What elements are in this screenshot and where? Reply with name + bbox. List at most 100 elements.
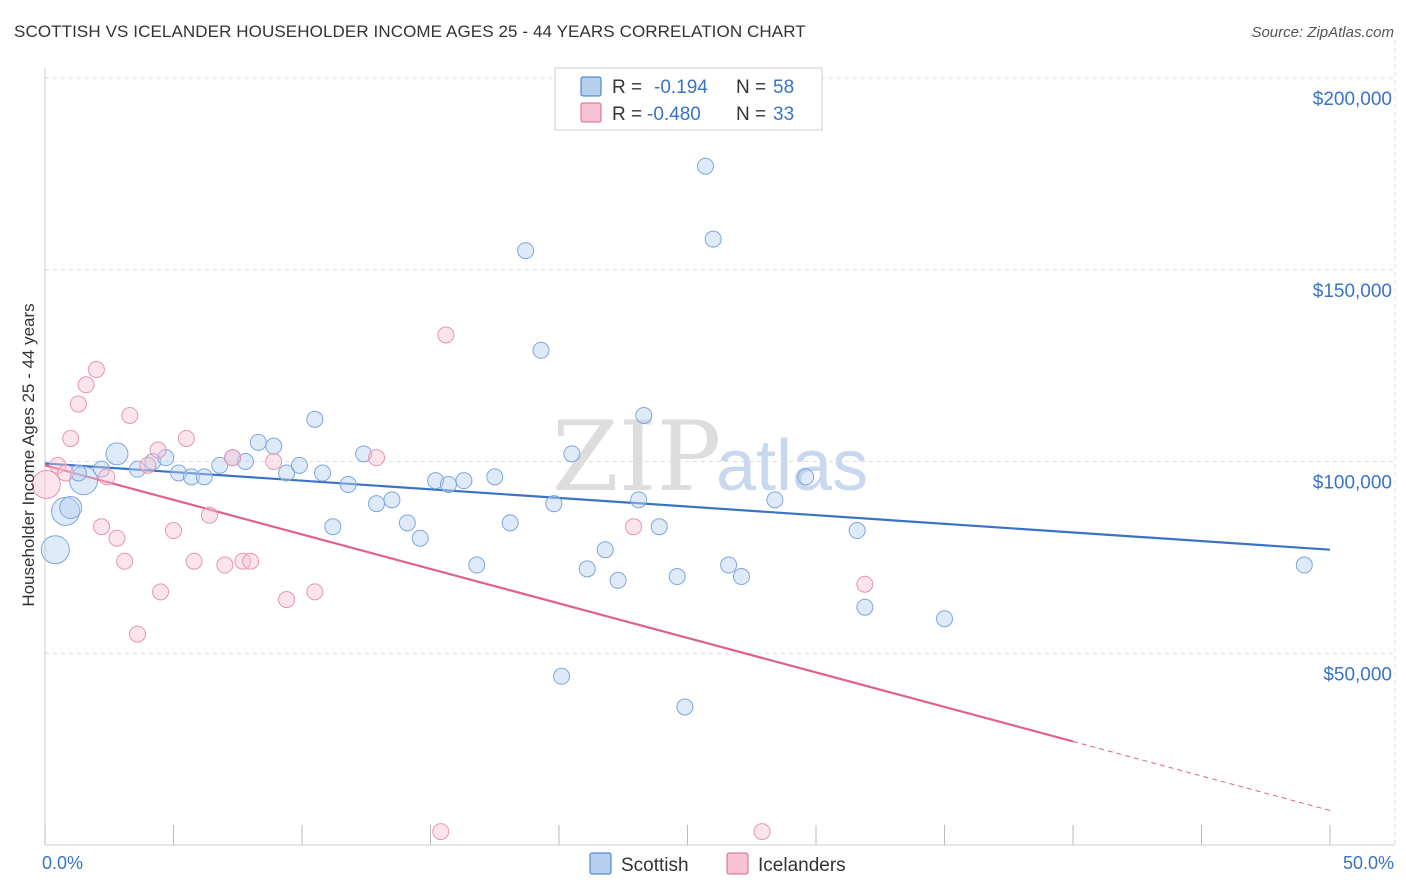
x-tick-label-1: 50.0% xyxy=(1343,853,1394,873)
point-scottish-24 xyxy=(368,495,386,513)
y-axis-label: Householder Income Ages 25 - 44 years xyxy=(19,303,38,606)
point-scottish-45 xyxy=(696,157,714,175)
point-scottish-36 xyxy=(545,495,563,513)
point-scottish-18 xyxy=(290,456,308,474)
point-scottish-21 xyxy=(324,518,342,536)
point-icelanders-3 xyxy=(62,429,80,447)
point-scottish-10 xyxy=(182,468,200,486)
axes xyxy=(44,68,1395,846)
legend-swatch-icelanders xyxy=(580,102,602,123)
point-icelanders-5 xyxy=(77,376,95,394)
point-scottish-9 xyxy=(170,464,188,482)
point-scottish-20 xyxy=(314,464,332,482)
legend-n-label-icelanders: N = xyxy=(736,104,766,125)
legend-n-value-icelanders: 33 xyxy=(773,104,794,125)
point-icelanders-7 xyxy=(93,518,111,536)
bottom-legend-label-scottish: Scottish xyxy=(621,855,689,876)
point-scottish-56 xyxy=(1295,556,1313,574)
point-icelanders-30 xyxy=(625,518,643,536)
point-icelanders-27 xyxy=(368,449,386,467)
point-scottish-46 xyxy=(704,230,722,248)
point-scottish-31 xyxy=(468,556,486,574)
point-scottish-55 xyxy=(676,698,694,716)
point-icelanders-19 xyxy=(200,506,218,524)
point-scottish-53 xyxy=(936,610,953,628)
point-icelanders-16 xyxy=(165,522,182,540)
point-scottish-39 xyxy=(596,541,614,559)
point-scottish-34 xyxy=(517,242,535,260)
point-icelanders-9 xyxy=(108,529,126,547)
point-scottish-17 xyxy=(278,464,296,482)
chart-title: SCOTTISH VS ICELANDER HOUSEHOLDER INCOME… xyxy=(14,22,806,41)
point-scottish-12 xyxy=(211,456,229,474)
point-icelanders-4 xyxy=(69,395,87,413)
y-tick-label-2: $150,000 xyxy=(1313,281,1392,302)
point-scottish-47 xyxy=(720,556,738,574)
point-scottish-2 xyxy=(59,496,83,520)
point-scottish-51 xyxy=(848,522,866,540)
point-scottish-14 xyxy=(236,453,254,470)
x-tick-label-0: 0.0% xyxy=(42,853,83,873)
trend-extension-icelanders xyxy=(1072,740,1331,811)
point-scottish-11 xyxy=(195,468,213,486)
point-scottish-29 xyxy=(439,476,457,494)
point-scottish-33 xyxy=(501,514,519,532)
point-icelanders-15 xyxy=(152,583,170,601)
legend-r-label-icelanders: R = xyxy=(612,104,642,125)
point-scottish-16 xyxy=(265,437,283,455)
bottom-legend-label-icelanders: Icelanders xyxy=(758,855,846,876)
legend-r-value-scottish: -0.194 xyxy=(654,77,708,98)
legend-r-value-icelanders: -0.480 xyxy=(647,104,701,125)
legend-r-label-scottish: R = xyxy=(612,77,642,98)
point-icelanders-17 xyxy=(177,429,195,447)
point-scottish-35 xyxy=(532,341,550,359)
point-scottish-5 xyxy=(105,442,129,466)
point-scottish-50 xyxy=(797,468,815,486)
point-icelanders-28 xyxy=(437,326,455,344)
point-icelanders-18 xyxy=(185,552,203,570)
point-scottish-40 xyxy=(609,571,627,589)
watermark-atlas: atlas xyxy=(716,426,868,506)
source-label: Source: ZipAtlas.com xyxy=(1251,24,1394,41)
point-scottish-27 xyxy=(411,529,429,547)
point-scottish-38 xyxy=(578,560,596,578)
point-scottish-32 xyxy=(486,468,504,486)
stats-legend: R = -0.194 N = 58 R = -0.480 N = 33 xyxy=(554,67,823,131)
point-icelanders-29 xyxy=(432,823,450,841)
point-icelanders-11 xyxy=(121,406,139,424)
y-tick-label-1: $100,000 xyxy=(1313,473,1392,494)
point-scottish-0 xyxy=(40,535,70,565)
point-scottish-37 xyxy=(563,445,581,463)
point-scottish-6 xyxy=(129,460,147,478)
point-scottish-57 xyxy=(69,464,87,482)
point-icelanders-14 xyxy=(149,441,167,459)
point-scottish-23 xyxy=(355,445,373,463)
point-icelanders-20 xyxy=(216,556,234,574)
point-icelanders-26 xyxy=(306,583,324,601)
point-scottish-41 xyxy=(630,491,648,509)
point-scottish-44 xyxy=(668,568,686,586)
series-legend: Scottish Icelanders xyxy=(589,852,846,876)
y-tick-labels: $50,000 $100,000 $150,000 $200,000 xyxy=(1313,89,1392,685)
data-points xyxy=(31,157,1313,841)
point-scottish-26 xyxy=(398,514,416,532)
point-icelanders-12 xyxy=(129,625,147,643)
y-tick-label-0: $50,000 xyxy=(1323,664,1392,685)
point-icelanders-24 xyxy=(265,453,283,470)
point-scottish-48 xyxy=(732,568,750,586)
point-scottish-19 xyxy=(306,410,324,428)
point-icelanders-2 xyxy=(57,464,75,482)
point-scottish-30 xyxy=(455,472,473,490)
point-icelanders-0 xyxy=(31,470,61,500)
point-scottish-28 xyxy=(427,472,445,490)
point-icelanders-6 xyxy=(87,360,105,378)
point-scottish-54 xyxy=(553,667,571,685)
y-tick-label-3: $200,000 xyxy=(1313,89,1392,110)
point-icelanders-23 xyxy=(242,552,260,570)
legend-n-value-scottish: 58 xyxy=(773,77,794,98)
point-scottish-22 xyxy=(339,476,357,494)
point-scottish-43 xyxy=(650,518,668,536)
point-icelanders-25 xyxy=(278,591,296,609)
legend-n-label-scottish: N = xyxy=(736,77,766,98)
